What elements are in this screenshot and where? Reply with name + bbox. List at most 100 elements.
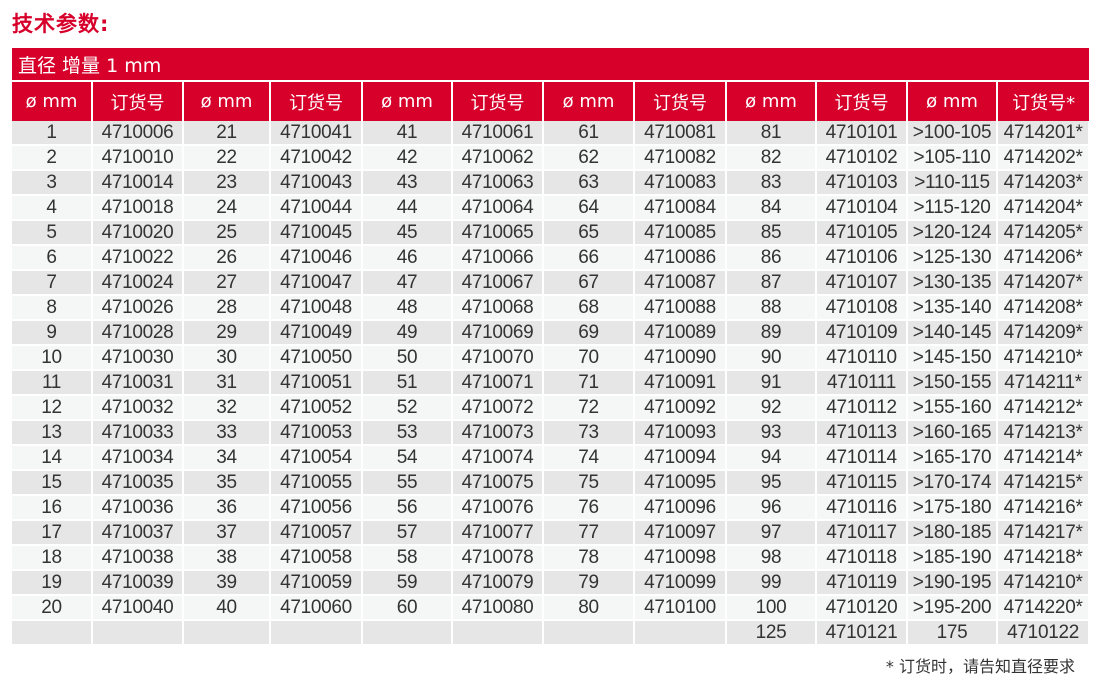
diameter-cell: 62 xyxy=(543,145,635,171)
diameter-cell: >165-170 xyxy=(907,445,998,471)
diameter-cell: 80 xyxy=(543,595,635,621)
order-number-cell: 4710073 xyxy=(452,420,544,446)
order-number-cell: 4710096 xyxy=(634,495,727,521)
order-number-cell: 4714214* xyxy=(997,445,1091,471)
diameter-cell: >140-145 xyxy=(907,320,998,346)
diameter-cell: 31 xyxy=(183,370,271,396)
order-number-cell: 4710086 xyxy=(634,245,727,271)
diameter-cell: 39 xyxy=(183,570,271,596)
order-number-cell: 4710117 xyxy=(816,520,908,546)
table-row: 7 4710024 27 4710047 47 4710067 67 4710087 87 471… xyxy=(12,270,1091,296)
diameter-cell: 100 xyxy=(726,595,817,621)
diameter-cell: 125 xyxy=(726,620,817,646)
order-number-cell: 4714215* xyxy=(997,470,1091,496)
table-row: 13 4710033 33 4710053 53 4710073 73 4710093 93 47… xyxy=(12,420,1091,446)
diameter-cell: 41 xyxy=(362,121,453,146)
diameter-cell: 45 xyxy=(362,220,453,246)
diameter-cell: 95 xyxy=(726,470,817,496)
column-header-order-number: 订货号 xyxy=(816,81,908,121)
diameter-cell: 25 xyxy=(183,220,271,246)
order-number-cell: 4710026 xyxy=(92,295,184,321)
diameter-cell: 40 xyxy=(183,595,271,621)
order-number-cell: 4710018 xyxy=(92,195,184,221)
diameter-cell: 75 xyxy=(543,470,635,496)
order-number-cell: 4710087 xyxy=(634,270,727,296)
diameter-cell: 59 xyxy=(362,570,453,596)
order-number-cell: 4710067 xyxy=(452,270,544,296)
table-row: 18 4710038 38 4710058 58 4710078 78 4710098 98 47… xyxy=(12,545,1091,571)
diameter-cell: 68 xyxy=(543,295,635,321)
order-number-cell: 4710035 xyxy=(92,470,184,496)
diameter-cell: >105-110 xyxy=(907,145,998,171)
diameter-cell: 11 xyxy=(12,370,93,396)
order-number-cell: 4710122 xyxy=(997,620,1091,646)
order-number-cell: 4710098 xyxy=(634,545,727,571)
order-number-cell: 4710040 xyxy=(92,595,184,621)
diameter-cell: 69 xyxy=(543,320,635,346)
diameter-cell: >130-135 xyxy=(907,270,998,296)
diameter-cell: >175-180 xyxy=(907,495,998,521)
order-number-cell: 4710032 xyxy=(92,395,184,421)
diameter-cell: >170-174 xyxy=(907,470,998,496)
diameter-cell: 23 xyxy=(183,170,271,196)
diameter-cell xyxy=(12,620,93,646)
column-header-diameter: ø mm xyxy=(183,81,271,121)
diameter-cell: 10 xyxy=(12,345,93,371)
diameter-cell xyxy=(543,620,635,646)
order-number-cell: 4710100 xyxy=(634,595,727,621)
order-number-cell: 4710068 xyxy=(452,295,544,321)
diameter-cell: 73 xyxy=(543,420,635,446)
diameter-cell: >190-195 xyxy=(907,570,998,596)
table-row: 3 4710014 23 4710043 43 4710063 63 4710083 83 471… xyxy=(12,170,1091,196)
diameter-cell: 52 xyxy=(362,395,453,421)
diameter-cell: 79 xyxy=(543,570,635,596)
order-number-cell: 4714216* xyxy=(997,495,1091,521)
diameter-cell: 48 xyxy=(362,295,453,321)
diameter-cell: 53 xyxy=(362,420,453,446)
diameter-cell: 70 xyxy=(543,345,635,371)
order-number-cell: 4710047 xyxy=(270,270,363,296)
diameter-cell: 92 xyxy=(726,395,817,421)
diameter-cell: 2 xyxy=(12,145,93,171)
diameter-cell: 90 xyxy=(726,345,817,371)
section-title: 技术参数: xyxy=(12,12,110,36)
diameter-cell: >180-185 xyxy=(907,520,998,546)
diameter-cell: 58 xyxy=(362,545,453,571)
diameter-cell: 56 xyxy=(362,495,453,521)
order-number-cell: 4710101 xyxy=(816,121,908,146)
order-number-cell: 4710056 xyxy=(270,495,363,521)
order-number-cell: 4710099 xyxy=(634,570,727,596)
order-number-cell: 4710041 xyxy=(270,121,363,146)
diameter-cell: 99 xyxy=(726,570,817,596)
diameter-cell: >185-190 xyxy=(907,545,998,571)
table-row: 1 4710006 21 4710041 41 4710061 61 4710081 81 471… xyxy=(12,121,1091,146)
order-number-cell: 4714204* xyxy=(997,195,1091,221)
order-number-cell: 4710121 xyxy=(816,620,908,646)
order-number-cell: 4714208* xyxy=(997,295,1091,321)
order-number-cell xyxy=(452,620,544,646)
table-row: 125 4710121 175 4710122 xyxy=(12,620,1091,646)
column-header-order-number: 订货号 xyxy=(452,81,544,121)
diameter-cell: 32 xyxy=(183,395,271,421)
table-row: 4 4710018 24 4710044 44 4710064 64 4710084 84 471… xyxy=(12,195,1091,221)
order-number-cell: 4714211* xyxy=(997,370,1091,396)
diameter-cell: 84 xyxy=(726,195,817,221)
diameter-cell: 14 xyxy=(12,445,93,471)
order-number-cell: 4710037 xyxy=(92,520,184,546)
table-row: 2 4710010 22 4710042 42 4710062 62 4710082 82 471… xyxy=(12,145,1091,171)
diameter-cell: 66 xyxy=(543,245,635,271)
order-number-cell: 4710049 xyxy=(270,320,363,346)
table-row: 20 4710040 40 4710060 60 4710080 80 4710100 100 4… xyxy=(12,595,1091,621)
order-number-cell: 4714206* xyxy=(997,245,1091,271)
order-number-cell: 4710045 xyxy=(270,220,363,246)
order-number-cell: 4710039 xyxy=(92,570,184,596)
order-number-cell: 4710055 xyxy=(270,470,363,496)
diameter-cell: 88 xyxy=(726,295,817,321)
diameter-cell: 175 xyxy=(907,620,998,646)
order-number-cell: 4710046 xyxy=(270,245,363,271)
column-header-order-number: 订货号 xyxy=(634,81,727,121)
table-row: 9 4710028 29 4710049 49 4710069 69 4710089 89 471… xyxy=(12,320,1091,346)
order-number-cell: 4710085 xyxy=(634,220,727,246)
diameter-cell: 86 xyxy=(726,245,817,271)
diameter-cell: 6 xyxy=(12,245,93,271)
